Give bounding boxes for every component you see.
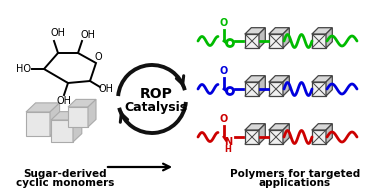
Polygon shape [269, 76, 289, 82]
Polygon shape [326, 28, 332, 48]
Polygon shape [283, 76, 289, 96]
Polygon shape [269, 28, 289, 34]
Text: N: N [224, 137, 232, 147]
Polygon shape [73, 112, 82, 142]
Text: H: H [224, 145, 232, 153]
Text: HO: HO [16, 64, 31, 74]
Polygon shape [269, 130, 283, 144]
Polygon shape [259, 124, 265, 144]
Polygon shape [68, 107, 88, 127]
Polygon shape [245, 28, 265, 34]
Text: O: O [220, 18, 228, 28]
Polygon shape [51, 120, 73, 142]
Polygon shape [312, 34, 326, 48]
Polygon shape [50, 103, 59, 136]
Polygon shape [245, 82, 259, 96]
Polygon shape [312, 28, 332, 34]
Polygon shape [269, 82, 283, 96]
Text: ROP: ROP [140, 87, 172, 101]
Polygon shape [68, 99, 96, 107]
Polygon shape [326, 76, 332, 96]
Polygon shape [259, 28, 265, 48]
Text: OH: OH [56, 96, 71, 106]
Text: applications: applications [259, 178, 331, 188]
Polygon shape [245, 34, 259, 48]
Polygon shape [245, 130, 259, 144]
Polygon shape [245, 124, 265, 130]
Text: Sugar-derived: Sugar-derived [23, 169, 107, 179]
Polygon shape [312, 76, 332, 82]
Text: Polymers for targeted: Polymers for targeted [230, 169, 360, 179]
Text: cyclic monomers: cyclic monomers [16, 178, 114, 188]
Text: OH: OH [98, 84, 113, 94]
Text: O: O [220, 66, 228, 76]
Polygon shape [51, 112, 82, 120]
Polygon shape [88, 99, 96, 127]
Polygon shape [283, 28, 289, 48]
Text: O: O [94, 52, 102, 62]
Text: O: O [220, 114, 228, 124]
Polygon shape [312, 130, 326, 144]
Text: OH: OH [80, 30, 95, 40]
Polygon shape [326, 124, 332, 144]
Polygon shape [26, 103, 59, 112]
Polygon shape [269, 124, 289, 130]
Polygon shape [259, 76, 265, 96]
Polygon shape [269, 34, 283, 48]
Polygon shape [26, 112, 50, 136]
Polygon shape [283, 124, 289, 144]
Polygon shape [312, 124, 332, 130]
Polygon shape [312, 82, 326, 96]
Text: OH: OH [50, 28, 65, 38]
Text: Catalysis: Catalysis [125, 101, 188, 114]
Polygon shape [245, 76, 265, 82]
